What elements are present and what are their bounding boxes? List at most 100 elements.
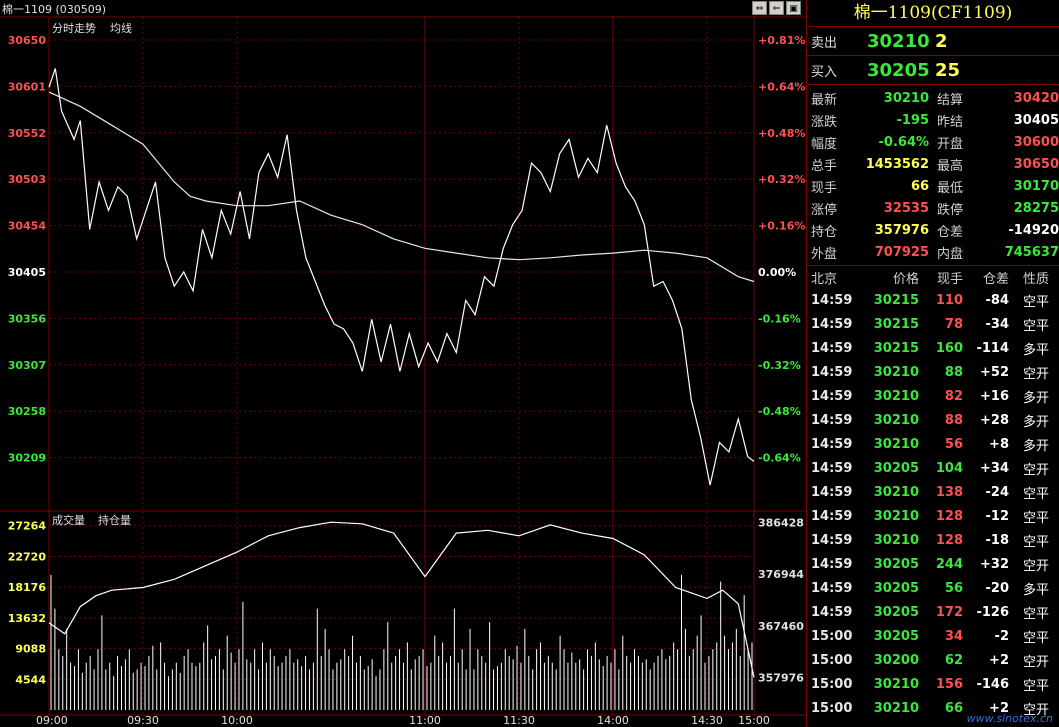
stat-value: 357976 (874, 222, 930, 238)
trade-price: 30210 (873, 532, 919, 548)
price-tick-label: 30258 (8, 405, 46, 418)
stats-table: 最新 30210 结算 30420 涨跌 -195 昨结 30405 幅度 -0.64% 开盘 306… (807, 85, 1059, 266)
instrument-title: 棉一1109(CF1109) (807, 0, 1059, 27)
trade-time: 15:00 (811, 700, 853, 716)
stat-row: 持仓 357976 仓差 -14920 (807, 219, 1059, 241)
trade-row[interactable]: 14:59 30215 110 -84 空平 (807, 288, 1059, 312)
back-icon[interactable]: ⇐ (769, 1, 784, 15)
trade-oi-change: -20 (985, 580, 1010, 596)
price-tick-label: 30650 (8, 34, 47, 47)
pct-tick-label: +0.16% (758, 220, 805, 233)
trade-qty: 128 (935, 508, 963, 524)
trade-nature: 空平 (1022, 510, 1049, 526)
price-tick-label: 30601 (8, 80, 46, 93)
price-line (48, 68, 755, 486)
trade-price: 30210 (873, 412, 919, 428)
price-tick-label: 30356 (8, 312, 47, 325)
stat-row: 涨停 32535 跌停 28275 (807, 197, 1059, 219)
trade-time: 14:59 (811, 292, 853, 308)
trade-row[interactable]: 15:00 30200 62 +2 空开 (807, 648, 1059, 672)
trade-row[interactable]: 15:00 30205 34 -2 空平 (807, 624, 1059, 648)
trade-nature: 多开 (1022, 438, 1049, 454)
stat-value: 30650 (1013, 156, 1059, 172)
trade-oi-change: -12 (985, 508, 1010, 524)
trade-row[interactable]: 14:59 30210 56 +8 多开 (807, 432, 1059, 456)
trades-list[interactable]: 14:59 30215 110 -84 空平 14:59 30215 78 -34 空平 14:59… (807, 288, 1059, 720)
trade-nature: 多开 (1022, 390, 1049, 406)
stat-label: 最低 (937, 180, 964, 196)
trades-header-cell: 性质 (1022, 271, 1049, 287)
time-tick-label: 14:00 (597, 714, 629, 727)
avg-price-line (48, 91, 755, 283)
watermark: www.sinotex.cn (966, 712, 1053, 725)
volume-tick-label: 18176 (8, 581, 47, 594)
maximize-icon[interactable]: ▣ (786, 1, 801, 15)
trade-row[interactable]: 14:59 30210 88 +28 多开 (807, 408, 1059, 432)
trade-row[interactable]: 15:00 30210 66 +2 空开 (807, 696, 1059, 720)
trade-row[interactable]: 14:59 30210 82 +16 多开 (807, 384, 1059, 408)
switch-icon[interactable]: ⇔ (752, 1, 767, 15)
trade-oi-change: +32 (980, 556, 1009, 572)
trade-price: 30215 (873, 340, 919, 356)
stat-label: 开盘 (937, 136, 964, 152)
trade-price: 30200 (873, 652, 919, 668)
price-tick-label: 30405 (8, 266, 46, 279)
trade-nature: 多开 (1022, 414, 1049, 430)
time-tick-label: 09:00 (36, 714, 68, 727)
stat-value: 30420 (1013, 90, 1059, 106)
pct-tick-label: +0.48% (758, 127, 805, 140)
instrument-code: 棉一1109 (030509) (2, 2, 106, 16)
trade-row[interactable]: 14:59 30205 104 +34 空开 (807, 456, 1059, 480)
trades-header-cell: 价格 (892, 271, 919, 287)
trade-row[interactable]: 14:59 30215 160 -114 多平 (807, 336, 1059, 360)
trade-row[interactable]: 14:59 30210 128 -12 空平 (807, 504, 1059, 528)
bid-price: 30205 (867, 59, 930, 81)
trade-nature: 空开 (1022, 702, 1049, 718)
trade-time: 15:00 (811, 628, 853, 644)
trade-qty: 104 (935, 460, 963, 476)
oi-tick-label: 357976 (758, 671, 804, 684)
trade-price: 30210 (873, 484, 919, 500)
trade-row[interactable]: 14:59 30205 56 -20 多平 (807, 576, 1059, 600)
stat-label: 最高 (937, 158, 964, 174)
stat-row: 涨跌 -195 昨结 30405 (807, 109, 1059, 131)
volume-tick-label: 9088 (15, 643, 46, 656)
stat-label: 仓差 (937, 224, 964, 240)
stat-label: 外盘 (811, 246, 838, 262)
trade-time: 14:59 (811, 556, 853, 572)
volume-chart-title: 成交量 (52, 513, 85, 527)
volume-tick-label: 13632 (8, 612, 46, 625)
stat-label: 内盘 (937, 246, 964, 262)
stat-label: 结算 (937, 92, 964, 108)
trade-time: 14:59 (811, 388, 853, 404)
trade-row[interactable]: 14:59 30210 138 -24 空平 (807, 480, 1059, 504)
stat-value: 30210 (883, 90, 930, 106)
trade-price: 30205 (873, 604, 919, 620)
stat-value: -195 (896, 112, 930, 128)
trade-row[interactable]: 14:59 30205 172 -126 空平 (807, 600, 1059, 624)
trade-nature: 空开 (1022, 654, 1049, 670)
trade-qty: 172 (935, 604, 963, 620)
pct-tick-label: -0.64% (758, 452, 801, 465)
trade-oi-change: -34 (985, 316, 1010, 332)
trade-row[interactable]: 14:59 30215 78 -34 空平 (807, 312, 1059, 336)
stat-value: 745637 (1004, 244, 1059, 260)
quote-panel: 棉一1109(CF1109) 卖出 30210 2 买入 30205 25 最新… (806, 0, 1059, 727)
trade-row[interactable]: 14:59 30205 244 +32 空开 (807, 552, 1059, 576)
trade-row[interactable]: 14:59 30210 88 +52 空开 (807, 360, 1059, 384)
trade-row[interactable]: 14:59 30210 128 -18 空平 (807, 528, 1059, 552)
trade-oi-change: -18 (985, 532, 1010, 548)
time-tick-label: 11:00 (409, 714, 441, 727)
intraday-chart-area[interactable]: 棉一1109 (030509) 分时走势 均线 成交量 持仓量 30650 +0.81% 30… (0, 0, 806, 727)
trade-oi-change: +2 (989, 700, 1009, 716)
stat-row: 外盘 707925 内盘 745637 (807, 241, 1059, 263)
trades-header-cell: 仓差 (982, 271, 1009, 287)
trade-price: 30205 (873, 628, 919, 644)
stat-row: 现手 66 最低 30170 (807, 175, 1059, 197)
trade-row[interactable]: 15:00 30210 156 -146 空平 (807, 672, 1059, 696)
trade-qty: 156 (935, 676, 963, 692)
trade-nature: 空开 (1022, 558, 1049, 574)
stat-value: 30405 (1013, 112, 1059, 128)
volume-tick-label: 27264 (8, 520, 47, 533)
